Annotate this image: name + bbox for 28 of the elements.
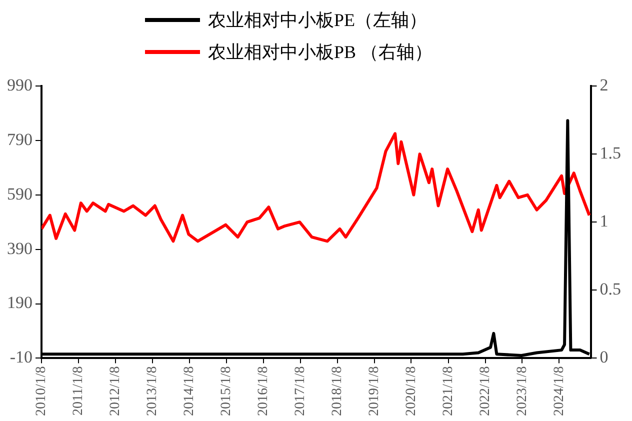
x-tick-label: 2020/1/8 xyxy=(404,366,419,416)
legend-label: 农业相对中小板PE（左轴） xyxy=(208,9,428,32)
x-tick-label: 2017/1/8 xyxy=(293,366,308,416)
y-tick-label: 790 xyxy=(7,130,32,149)
y-tick-label: 390 xyxy=(7,238,32,258)
y2-tick-label: 2 xyxy=(600,75,608,94)
y2-tick-label: 0 xyxy=(600,348,608,367)
x-tick-label: 2023/1/8 xyxy=(514,366,530,416)
x-tick-label: 2012/1/8 xyxy=(108,366,124,416)
y2-tick-label: 0.5 xyxy=(600,280,621,299)
x-tick-label: 2014/1/8 xyxy=(182,366,198,416)
y-tick-label: 190 xyxy=(7,293,32,312)
x-tick-label: 2019/1/8 xyxy=(366,366,382,416)
y-tick-label: 590 xyxy=(7,184,32,204)
x-tick-label: 2021/1/8 xyxy=(440,366,456,416)
y-tick-label: 990 xyxy=(7,75,32,94)
legend-label: 农业相对中小板PB （右轴） xyxy=(208,41,433,64)
x-tick-label: 2011/1/8 xyxy=(71,366,86,416)
y2-tick-label: 1 xyxy=(600,212,608,231)
x-tick-label: 2018/1/8 xyxy=(330,366,346,416)
x-tick-label: 2015/1/8 xyxy=(219,366,234,416)
x-tick-label: 2013/1/8 xyxy=(145,366,160,416)
x-tick-label: 2022/1/8 xyxy=(478,366,493,416)
x-tick-label: 2016/1/8 xyxy=(256,366,271,416)
y2-tick-label: 1.5 xyxy=(600,144,621,163)
x-tick-label: 2024/1/8 xyxy=(552,366,567,416)
y-tick-label: -10 xyxy=(10,348,32,367)
x-tick-label: 2010/1/8 xyxy=(34,366,50,416)
